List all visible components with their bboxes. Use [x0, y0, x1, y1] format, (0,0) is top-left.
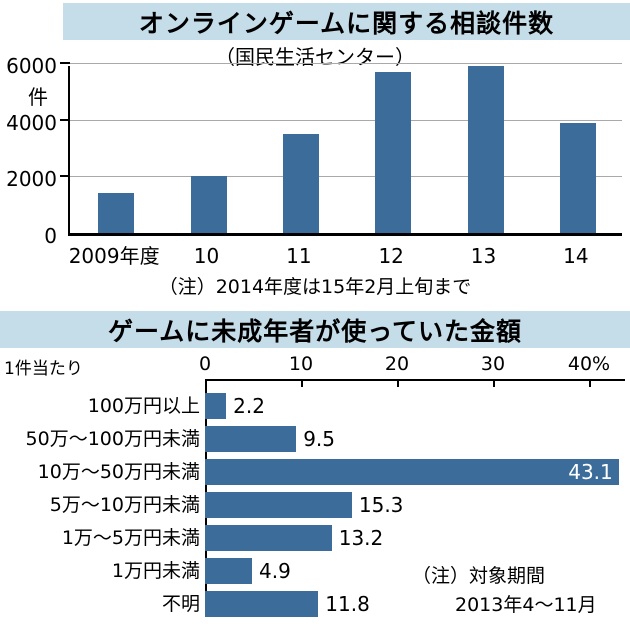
x-axis-tick: [493, 379, 495, 387]
x-axis-tick: [301, 379, 303, 387]
consultations-bar: [467, 65, 504, 233]
y-axis-tick: [60, 62, 70, 64]
spending-chart-section: ゲームに未成年者が使っていた金額 1件当たり （注）対象期間 2013年4〜11…: [0, 311, 630, 628]
gridline: [70, 63, 622, 64]
bottom-chart-note-line2: 2013年4〜11月: [455, 594, 597, 616]
spending-bar: [205, 393, 227, 419]
consultations-bar: [559, 122, 596, 233]
x-tick-label: 40%: [567, 353, 611, 375]
x-tick-label: 11: [286, 244, 312, 268]
consultations-bar: [282, 133, 319, 233]
gridline: [70, 176, 622, 178]
consultations-y-labels: 件 0 2000 4000 6000: [0, 0, 62, 260]
value-label: 13.2: [338, 526, 384, 550]
gridline: [70, 119, 622, 121]
top-chart-title: オンラインゲームに関する相談件数: [63, 3, 630, 40]
y-axis-tick: [60, 118, 70, 121]
value-label: 4.9: [259, 559, 291, 583]
value-label: 2.2: [233, 394, 265, 418]
y-tick-label: 0: [44, 224, 57, 248]
consultations-plot: [60, 62, 622, 236]
y-axis-unit-label: 件: [28, 85, 48, 109]
x-tick-label: 20: [384, 353, 410, 375]
y-tick-label: 4000: [6, 110, 57, 135]
y-tick-label: 6000: [6, 54, 57, 78]
category-label: 5万〜10万円未満: [49, 494, 200, 516]
spending-bar: [205, 492, 352, 518]
spending-bar: [205, 426, 297, 452]
spending-bar: [205, 558, 253, 584]
x-tick-label: 12: [378, 244, 404, 268]
x-tick-label: 10: [288, 353, 314, 375]
y-tick-label: 2000: [6, 167, 57, 192]
x-axis-tick: [397, 379, 399, 387]
category-label: 100万円以上: [87, 395, 200, 417]
x-tick-label: 30: [480, 353, 506, 375]
category-label: 10万〜50万円未満: [37, 461, 200, 483]
x-tick-label: 0: [198, 353, 212, 375]
x-tick-label: 13: [470, 244, 497, 268]
bottom-chart-title: ゲームに未成年者が使っていた金額: [0, 311, 630, 348]
spending-bar: [205, 459, 619, 485]
per-case-label: 1件当たり: [4, 359, 83, 379]
value-label: 43.1: [568, 460, 613, 484]
x-tick-label: 14: [563, 244, 589, 268]
consultations-bar: [190, 176, 227, 233]
x-axis-line: [205, 379, 625, 381]
consultations-bar: [375, 71, 412, 233]
value-label: 11.8: [325, 592, 370, 616]
consultations-x-labels: 2009年度 10 11 12 13 14: [68, 243, 622, 269]
category-label: 1万円未満: [111, 560, 200, 582]
category-label: 不明: [161, 593, 200, 615]
top-chart-note: （注）2014年度は15年2月上旬まで: [158, 276, 472, 298]
x-tick-label: 2009年度: [68, 244, 160, 268]
x-tick-label: 10: [193, 244, 220, 268]
consultations-bar: [98, 193, 135, 233]
value-label: 15.3: [358, 493, 404, 517]
y-axis-tick: [60, 175, 70, 178]
spending-bar: [205, 525, 332, 551]
top-chart-source: （国民生活センター）: [215, 45, 415, 69]
x-axis-tick: [589, 379, 591, 387]
category-label: 50万〜100万円未満: [25, 428, 200, 450]
category-label: 1万〜5万円未満: [61, 527, 200, 549]
value-label: 9.5: [303, 427, 335, 451]
spending-bar: [205, 591, 319, 617]
bottom-chart-note-line1: （注）対象期間: [412, 565, 546, 587]
